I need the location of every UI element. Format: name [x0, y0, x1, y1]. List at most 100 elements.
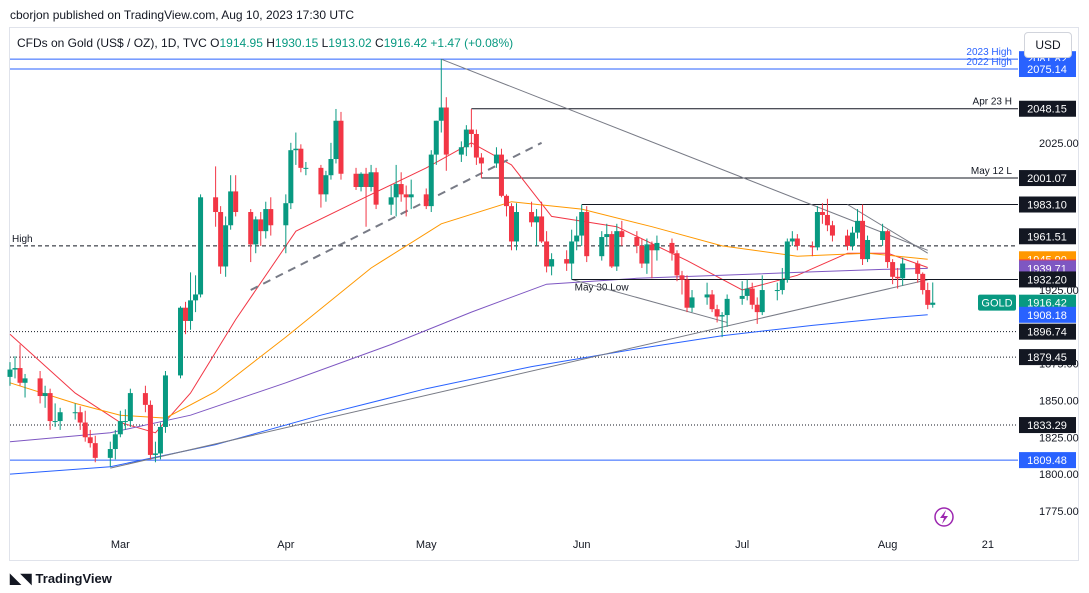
candle-body[interactable] [22, 378, 28, 383]
candle-body[interactable] [183, 307, 189, 321]
candle-body[interactable] [403, 194, 409, 198]
candle-body[interactable] [458, 147, 464, 155]
candle-body[interactable] [544, 241, 550, 267]
candle-body[interactable] [112, 434, 118, 450]
candle-body[interactable] [223, 225, 229, 267]
chart-frame[interactable] [9, 27, 1079, 561]
candle-body[interactable] [514, 212, 520, 242]
candle-body[interactable] [17, 368, 23, 383]
candle-body[interactable] [333, 120, 339, 160]
candle-body[interactable] [428, 154, 434, 207]
candle-body[interactable] [368, 172, 374, 187]
candle-body[interactable] [42, 393, 48, 397]
candle-body[interactable] [7, 369, 13, 377]
candle-body[interactable] [443, 107, 449, 155]
candle-body[interactable] [619, 231, 625, 238]
candle-body[interactable] [37, 378, 43, 397]
candle-body[interactable] [674, 253, 680, 276]
candle-body[interactable] [283, 203, 289, 226]
candle-body[interactable] [318, 167, 324, 195]
candle-body[interactable] [604, 234, 610, 238]
candle-body[interactable] [393, 184, 399, 198]
candle-body[interactable] [92, 443, 98, 458]
candle-body[interactable] [408, 194, 414, 198]
candle-body[interactable] [253, 219, 259, 245]
candle-body[interactable] [855, 220, 861, 233]
candle-body[interactable] [87, 437, 93, 444]
candle-body[interactable] [549, 259, 555, 267]
candle-body[interactable] [850, 232, 856, 246]
candle-body[interactable] [147, 404, 153, 455]
candle-body[interactable] [193, 294, 199, 301]
candle-body[interactable] [72, 412, 78, 414]
candle-body[interactable] [744, 288, 750, 296]
candle-body[interactable] [218, 212, 224, 267]
candle-body[interactable] [157, 426, 163, 454]
candle-body[interactable] [579, 212, 585, 236]
candle-body[interactable] [328, 159, 334, 176]
candle-body[interactable] [574, 235, 580, 242]
candle-body[interactable] [298, 148, 304, 168]
candle-body[interactable] [293, 148, 299, 151]
candle-body[interactable] [323, 175, 329, 195]
candle-body[interactable] [127, 393, 133, 422]
candle-body[interactable] [649, 244, 655, 251]
candle-body[interactable] [152, 453, 158, 455]
candle-body[interactable] [714, 309, 720, 317]
candle-body[interactable] [288, 150, 294, 204]
candle-body[interactable] [493, 154, 499, 164]
candle-body[interactable] [468, 129, 474, 134]
candle-body[interactable] [107, 449, 113, 458]
candle-body[interactable] [679, 275, 685, 280]
candle-body[interactable] [12, 368, 18, 370]
candle-body[interactable] [57, 412, 63, 422]
candle-body[interactable] [895, 276, 901, 279]
candle-body[interactable] [473, 133, 479, 158]
candle-body[interactable] [122, 421, 128, 423]
candle-body[interactable] [82, 422, 88, 438]
candle-body[interactable] [258, 219, 264, 232]
candle-body[interactable] [920, 273, 926, 291]
tradingview-logo[interactable]: ◣◥ TradingView [10, 570, 112, 587]
candle-body[interactable] [814, 212, 820, 248]
candle-body[interactable] [609, 234, 615, 267]
candle-body[interactable] [599, 237, 605, 257]
candle-body[interactable] [860, 220, 866, 260]
candle-body[interactable] [564, 259, 570, 264]
candle-body[interactable] [363, 173, 369, 187]
candle-body[interactable] [704, 294, 710, 298]
candle-body[interactable] [794, 238, 800, 246]
candle-body[interactable] [423, 194, 429, 207]
candle-body[interactable] [398, 184, 404, 195]
candle-body[interactable] [774, 290, 780, 292]
candle-body[interactable] [228, 191, 234, 226]
candle-body[interactable] [719, 315, 725, 317]
candle-body[interactable] [268, 209, 274, 226]
candle-body[interactable] [654, 242, 660, 251]
candle-body[interactable] [508, 206, 514, 242]
candle-body[interactable] [52, 421, 58, 423]
candle-body[interactable] [47, 393, 53, 422]
candle-body[interactable] [634, 237, 640, 246]
candle-body[interactable] [915, 263, 921, 274]
candle-body[interactable] [303, 167, 309, 169]
candle-body[interactable] [388, 197, 394, 205]
candle-body[interactable] [569, 241, 575, 264]
candle-body[interactable] [885, 231, 891, 263]
candle-body[interactable] [614, 231, 620, 267]
lightning-icon[interactable] [934, 507, 954, 527]
candle-body[interactable] [824, 214, 830, 226]
candle-body[interactable] [880, 231, 886, 240]
candle-body[interactable] [373, 172, 379, 205]
candle-body[interactable] [263, 209, 269, 232]
candle-body[interactable] [338, 120, 344, 174]
candle-body[interactable] [754, 304, 760, 313]
candle-body[interactable] [930, 302, 936, 305]
candle-body[interactable] [539, 216, 545, 242]
candle-body[interactable] [784, 241, 790, 280]
candle-body[interactable] [233, 191, 239, 213]
candle-body[interactable] [162, 375, 168, 427]
candle-body[interactable] [689, 297, 695, 308]
candle-body[interactable] [684, 279, 690, 308]
